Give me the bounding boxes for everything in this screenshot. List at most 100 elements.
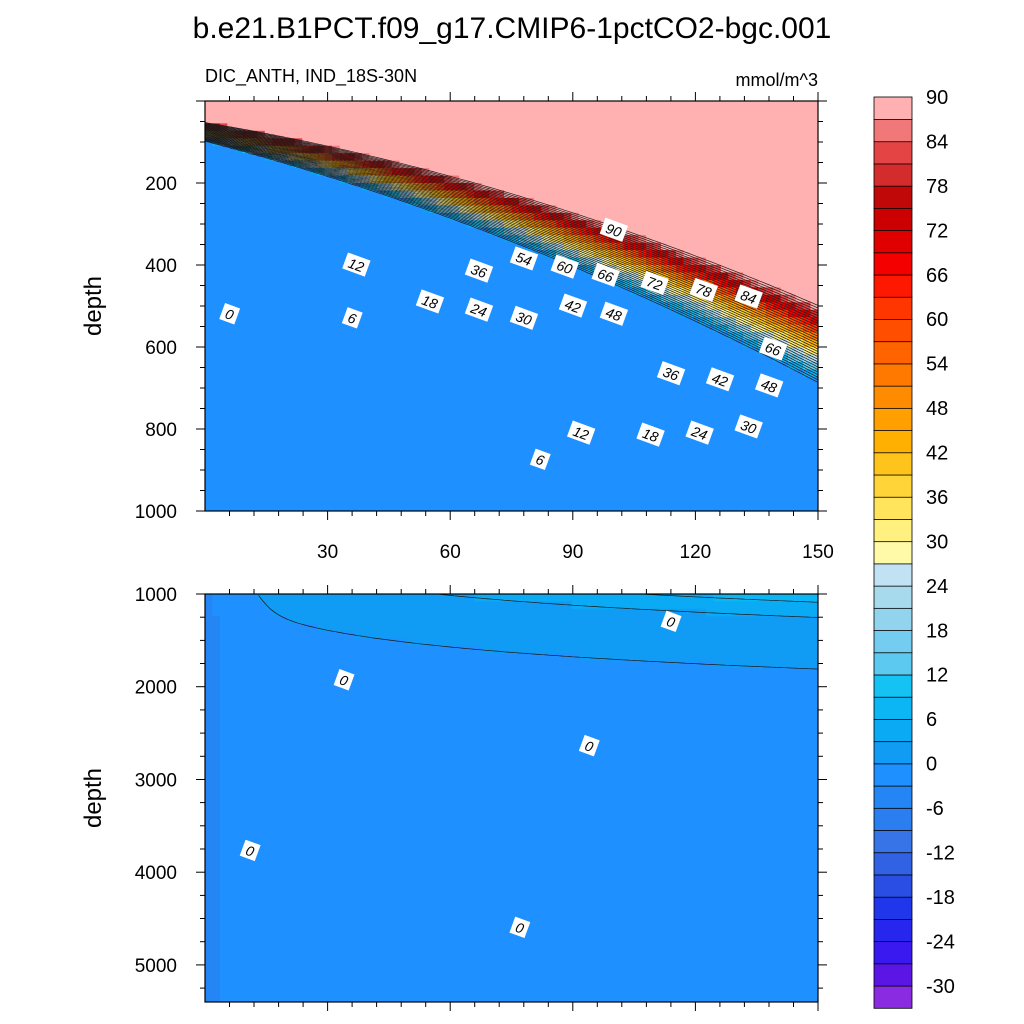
contour-fill-cell (354, 496, 363, 505)
contour-fill-cell (571, 279, 580, 288)
contour-fill-cell (548, 436, 557, 445)
contour-fill-cell (803, 101, 812, 110)
contour-fill-cell (668, 347, 677, 356)
contour-fill-cell (593, 160, 602, 169)
contour-fill-cell (466, 242, 475, 251)
contour-fill-cell (205, 734, 214, 743)
contour-fill-cell (227, 406, 236, 415)
contour-fill-cell (608, 250, 617, 259)
contour-fill-cell (324, 123, 333, 132)
contour-line (205, 122, 818, 306)
contour-fill-cell (773, 272, 782, 281)
contour-fill-cell (750, 153, 759, 162)
contour-fill-cell (646, 183, 655, 192)
contour-fill-cell (302, 436, 311, 445)
contour-fill-cell (287, 294, 296, 303)
contour-fill-cell (765, 361, 774, 370)
contour-fill-cell (205, 861, 214, 870)
contour-fill-cell (369, 369, 378, 378)
contour-fill-cell (302, 272, 311, 281)
contour-fill-cell (466, 153, 475, 162)
contour-fill-cell (361, 361, 371, 370)
contour-fill-cell (414, 451, 423, 460)
contour-fill-cell (361, 160, 371, 169)
contour-fill-cell (459, 451, 468, 460)
contour-fill-cell (399, 212, 408, 221)
contour-fill-cell (713, 421, 722, 430)
contour-fill-cell (616, 473, 625, 482)
contour-fill-cell (698, 212, 707, 221)
contour-fill-cell (690, 458, 699, 467)
contour-fill-cell (690, 250, 699, 259)
contour-fill-cell (750, 212, 759, 221)
contour-fill-cell (466, 145, 475, 154)
contour-fill-cell (668, 190, 677, 199)
contour-fill-cell (249, 190, 258, 199)
contour-fill-cell (735, 123, 744, 132)
contour-fill-cell (638, 324, 647, 333)
contour-fill-cell (646, 287, 655, 296)
contour-fill-cell (735, 190, 744, 199)
contour-fill-cell (533, 406, 543, 415)
contour-fill-cell (496, 302, 505, 311)
contour-fill-cell (504, 369, 513, 378)
contour-fill-cell (810, 108, 818, 117)
contour-fill-cell (758, 309, 767, 318)
contour-fill-cell (713, 503, 722, 511)
contour-fill-cell (212, 838, 221, 847)
contour-fill-cell (436, 257, 445, 266)
contour-fill-cell (616, 414, 625, 423)
contour-fill-cell (212, 235, 221, 244)
contour-fill-cell (205, 801, 214, 810)
contour-fill-cell (616, 212, 625, 221)
contour-fill-cell (578, 183, 587, 192)
contour-fill-cell (743, 257, 752, 266)
contour-fill-cell (541, 317, 550, 326)
contour-fill-cell (593, 406, 602, 415)
contour-fill-cell (504, 481, 513, 490)
contour-fill-cell (444, 302, 453, 311)
contour-fill-cell (429, 235, 438, 244)
contour-fill-cell (661, 451, 670, 460)
contour-fill-cell (279, 451, 288, 460)
contour-fill-cell (750, 197, 759, 206)
contour-fill-cell (474, 250, 483, 259)
contour-fill-cell (780, 168, 789, 177)
contour-fill-cell (287, 197, 296, 206)
contour-fill-cell (810, 354, 818, 363)
contour-fill-cell (720, 503, 729, 511)
contour-line (205, 130, 818, 342)
contour-fill-cell (504, 429, 513, 438)
contour-fill-cell (698, 488, 707, 497)
contour-fill-cell (339, 443, 348, 452)
contour-fill-cell (384, 354, 393, 363)
contour-fill-cell (511, 265, 520, 274)
contour-fill-cell (675, 123, 685, 132)
contour-fill-cell (376, 332, 386, 341)
contour-fill-cell (810, 265, 818, 274)
contour-fill-cell (219, 145, 229, 154)
contour-label-box (509, 305, 539, 330)
contour-fill-cell (496, 160, 505, 169)
contour-fill-cell (384, 436, 393, 445)
contour-fill-cell (631, 294, 640, 303)
contour-fill-cell (249, 265, 258, 274)
contour-fill-cell (758, 160, 767, 169)
contour-fill-cell (735, 503, 744, 511)
contour-fill-cell (698, 197, 707, 206)
contour-fill-cell (227, 957, 236, 966)
contour-fill-cell (608, 153, 617, 162)
contour-fill-cell (653, 101, 662, 110)
contour-fill-cell (556, 138, 565, 147)
contour-label: 36 (464, 258, 494, 283)
contour-fill-cell (795, 391, 804, 400)
contour-fill-cell (309, 406, 318, 415)
contour-fill-cell (578, 153, 587, 162)
contour-fill-cell (264, 235, 273, 244)
contour-fill-cell (227, 257, 236, 266)
contour-fill-cell (205, 421, 214, 430)
contour-fill-cell (212, 890, 221, 899)
contour-fill-cell (556, 294, 565, 303)
contour-fill-cell (683, 130, 692, 139)
contour-fill-cell (511, 391, 520, 400)
